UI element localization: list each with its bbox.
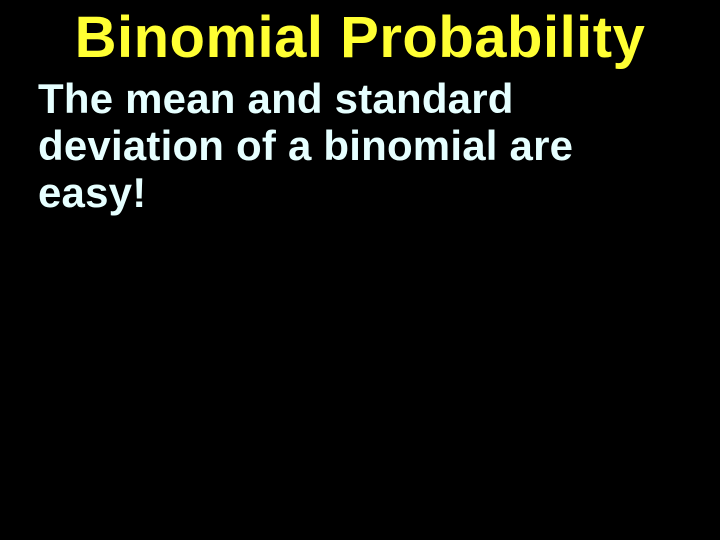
slide-body-text: The mean and standard deviation of a bin… xyxy=(38,75,682,216)
slide-title: Binomial Probability xyxy=(38,8,682,69)
slide-container: Binomial Probability The mean and standa… xyxy=(0,0,720,540)
